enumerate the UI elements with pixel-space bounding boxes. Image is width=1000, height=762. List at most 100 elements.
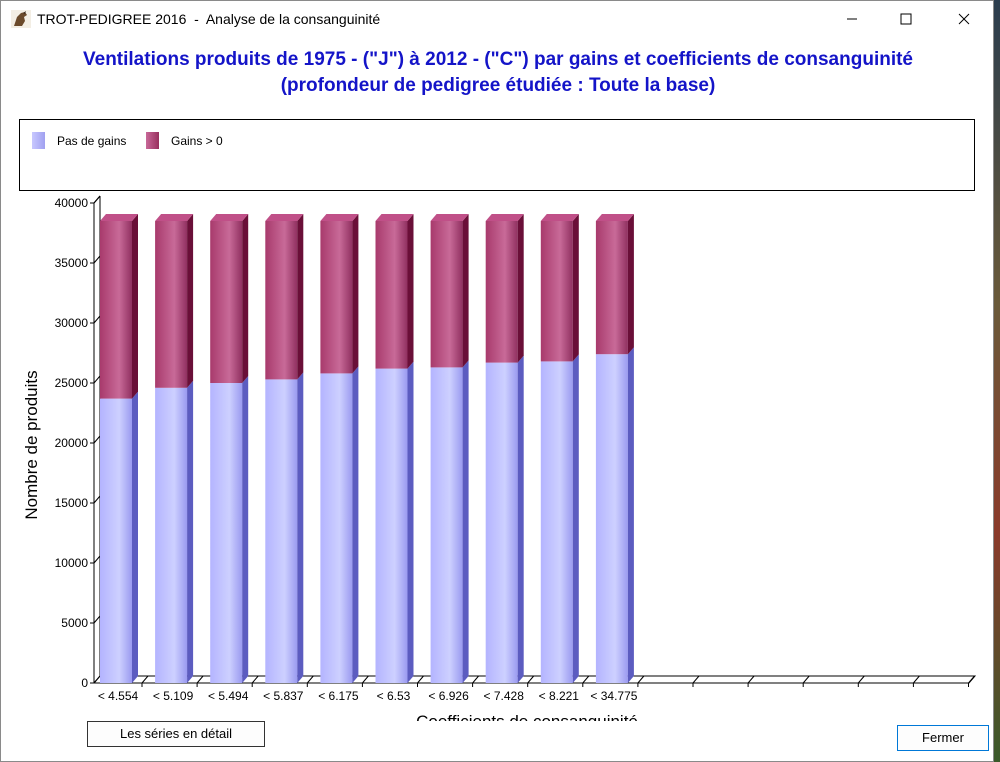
y-tick-depth xyxy=(93,315,101,324)
bar-side xyxy=(407,214,414,369)
bar-side xyxy=(132,391,138,683)
x-tick-label: < 6.53 xyxy=(377,689,411,703)
y-tick-label: 25000 xyxy=(55,376,89,390)
bar-top xyxy=(320,214,359,221)
x-tick-label: < 5.837 xyxy=(263,689,304,703)
x-tick-depth xyxy=(196,675,204,684)
bar-segment xyxy=(210,383,243,683)
x-tick-depth xyxy=(637,675,645,684)
legend-item-no-gains: Pas de gains xyxy=(32,132,126,149)
chart-title: Ventilations produits de 1975 - ("J") à … xyxy=(83,49,913,70)
x-tick-depth xyxy=(968,675,975,684)
maximize-icon xyxy=(900,13,912,25)
x-tick-depth xyxy=(141,675,149,684)
y-tick-label: 35000 xyxy=(55,256,89,270)
bar-top xyxy=(265,214,304,221)
x-tick-label: < 34.775 xyxy=(590,689,637,703)
maximize-button[interactable] xyxy=(883,1,929,37)
bar-top xyxy=(485,214,524,221)
x-tick-depth xyxy=(802,675,810,684)
close-icon xyxy=(958,13,970,25)
bar-segment xyxy=(100,398,132,683)
desktop-background xyxy=(994,0,1000,762)
bar-segment xyxy=(155,387,188,683)
x-tick-depth xyxy=(417,675,424,684)
x-tick-depth xyxy=(747,675,755,684)
chart-subtitle: (profondeur de pedigree étudiée : Toute … xyxy=(280,75,716,96)
x-tick-depth xyxy=(472,675,479,684)
y-tick-depth xyxy=(93,675,101,684)
minimize-icon xyxy=(847,18,857,20)
bar-side xyxy=(297,372,304,683)
x-tick-depth xyxy=(857,675,865,684)
bar-side xyxy=(517,355,524,683)
y-tick-depth xyxy=(93,375,101,384)
x-tick-label: < 6.175 xyxy=(318,689,359,703)
bar-side xyxy=(627,347,634,683)
bar-segment xyxy=(485,221,518,363)
y-tick-label: 0 xyxy=(81,676,88,690)
bar-side xyxy=(352,214,359,374)
series-detail-button[interactable]: Les séries en détail xyxy=(87,721,265,747)
y-tick-label: 10000 xyxy=(55,556,89,570)
bar-top xyxy=(540,214,579,221)
y-tick-depth xyxy=(93,615,101,624)
bar-side xyxy=(462,214,469,368)
x-tick-label: < 6.926 xyxy=(428,689,469,703)
x-tick-depth xyxy=(582,675,590,684)
y-tick-depth xyxy=(93,255,101,264)
bar-segment xyxy=(595,221,628,355)
bar-side xyxy=(187,214,194,388)
bar-side xyxy=(242,214,249,383)
bar-segment xyxy=(540,221,573,362)
y-tick-label: 5000 xyxy=(61,616,88,630)
x-tick-depth xyxy=(306,675,314,684)
bar-segment xyxy=(375,221,408,369)
legend-label: Gains > 0 xyxy=(171,133,223,148)
minimize-button[interactable] xyxy=(829,1,875,37)
x-tick-label: < 4.554 xyxy=(98,689,139,703)
bar-top xyxy=(430,214,469,221)
bar-top xyxy=(100,214,138,221)
stacked-bar-chart: 0 5000 10000 15000 20000 25000 30000 35000 40000… xyxy=(22,195,977,721)
bar-top xyxy=(210,214,249,221)
x-tick-label: < 7.428 xyxy=(484,689,525,703)
y-tick-depth xyxy=(93,195,101,204)
y-axis-label: Nombre de produits xyxy=(22,370,41,519)
window-title: TROT-PEDIGREE 2016 - Analyse de la consa… xyxy=(37,11,381,27)
x-tick-depth xyxy=(913,675,920,684)
x-tick-depth xyxy=(527,675,535,684)
bar-top xyxy=(375,214,414,221)
bar-side xyxy=(187,380,194,683)
close-dialog-button[interactable]: Fermer xyxy=(897,725,989,751)
y-tick-label: 30000 xyxy=(55,316,89,330)
bar-side xyxy=(462,360,469,683)
bar-side xyxy=(297,214,304,380)
close-button[interactable] xyxy=(941,1,987,37)
horse-icon xyxy=(11,10,31,28)
bar-segment xyxy=(155,221,188,388)
bar-segment xyxy=(320,373,353,683)
y-tick-depth xyxy=(93,495,101,504)
bar-segment xyxy=(375,368,408,683)
bar-segment xyxy=(430,367,463,683)
y-tick-label: 15000 xyxy=(55,496,89,510)
bar-segment xyxy=(265,379,298,683)
bar-side xyxy=(352,366,359,683)
bar-side xyxy=(132,214,138,399)
bar-segment xyxy=(210,221,243,383)
bar-segment xyxy=(430,221,463,368)
legend-label: Pas de gains xyxy=(57,133,127,148)
x-tick-depth xyxy=(692,675,700,684)
title-bar: TROT-PEDIGREE 2016 - Analyse de la consa… xyxy=(1,1,993,37)
bar-side xyxy=(407,361,414,683)
y-tick-depth xyxy=(93,555,101,564)
bar-side xyxy=(572,354,579,683)
bar-segment xyxy=(100,221,132,399)
legend-swatch-gains xyxy=(146,132,159,149)
bar-segment xyxy=(540,361,573,683)
y-tick-label: 40000 xyxy=(55,196,89,210)
bar-top xyxy=(595,214,634,221)
bar-side xyxy=(242,376,249,683)
